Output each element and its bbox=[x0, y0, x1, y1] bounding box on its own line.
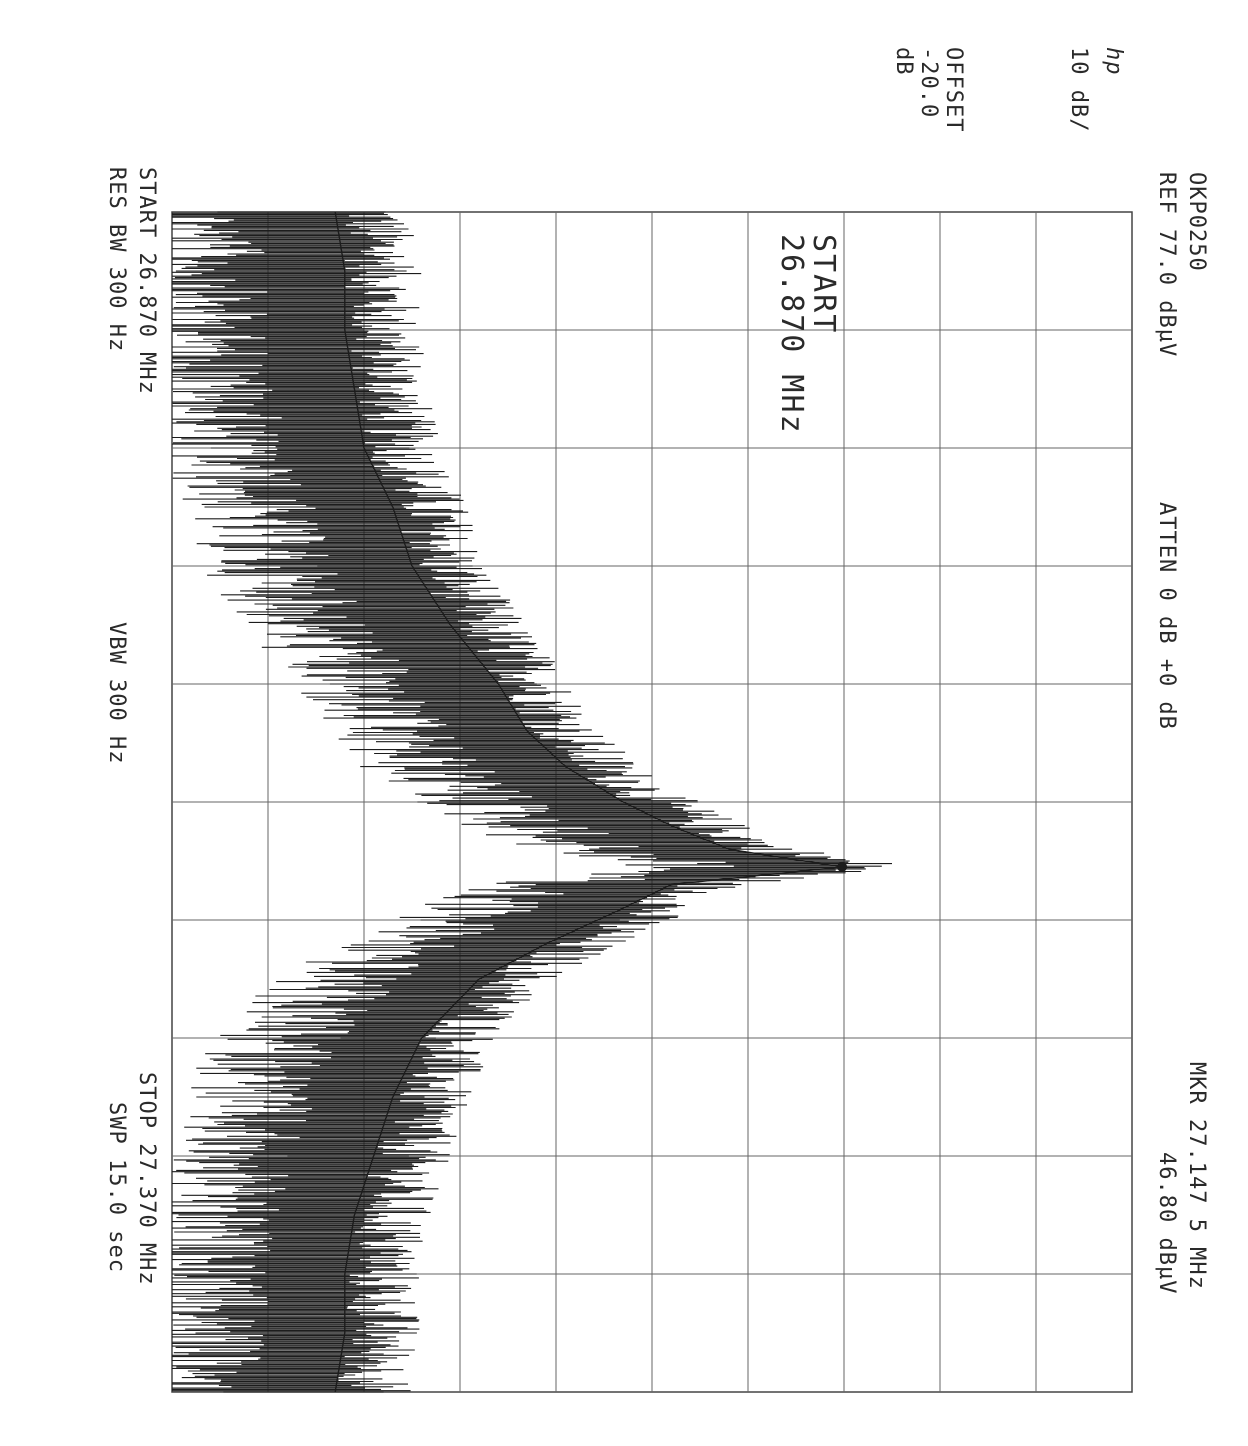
video-bandwidth: VBW 300 Hz bbox=[104, 622, 129, 764]
rotated-display: OKP0250 REF 77.0 dBµV ATTEN 0 dB +0 dB M… bbox=[104, 47, 1209, 1393]
offset-unit: dB bbox=[891, 47, 916, 76]
start-frequency: START 26.870 MHz bbox=[134, 167, 159, 395]
instrument-id: OKP0250 bbox=[1184, 172, 1209, 272]
hp-logo: hp bbox=[1101, 47, 1126, 76]
offset-label: OFFSET bbox=[941, 47, 966, 132]
start-annotation-label: START bbox=[806, 234, 841, 334]
marker-frequency: MKR 27.147 5 MHz bbox=[1184, 1062, 1209, 1290]
marker-dot bbox=[837, 861, 848, 872]
sweep-time: SWP 15.0 sec bbox=[104, 1102, 129, 1273]
resolution-bandwidth: RES BW 300 Hz bbox=[104, 167, 129, 352]
reference-level: REF 77.0 dBµV bbox=[1154, 172, 1179, 357]
attenuation: ATTEN 0 dB +0 dB bbox=[1154, 502, 1179, 730]
trace-noise bbox=[172, 211, 892, 1393]
scale-per-division: 10 dB/ bbox=[1066, 47, 1091, 132]
offset-value: -20.0 bbox=[916, 47, 941, 118]
footer-labels: START 26.870 MHz RES BW 300 Hz VBW 300 H… bbox=[104, 167, 159, 1286]
marker-level: 46.80 dBµV bbox=[1154, 1152, 1179, 1294]
trace-envelope bbox=[334, 211, 843, 1393]
header-labels: OKP0250 REF 77.0 dBµV ATTEN 0 dB +0 dB M… bbox=[891, 47, 1209, 1294]
start-annotation-value: 26.870 MHz bbox=[774, 234, 809, 435]
marker-layer bbox=[837, 861, 848, 872]
start-annotation: START 26.870 MHz bbox=[774, 234, 841, 435]
stop-frequency: STOP 27.370 MHz bbox=[134, 1072, 159, 1286]
spectrum-trace bbox=[172, 211, 892, 1393]
